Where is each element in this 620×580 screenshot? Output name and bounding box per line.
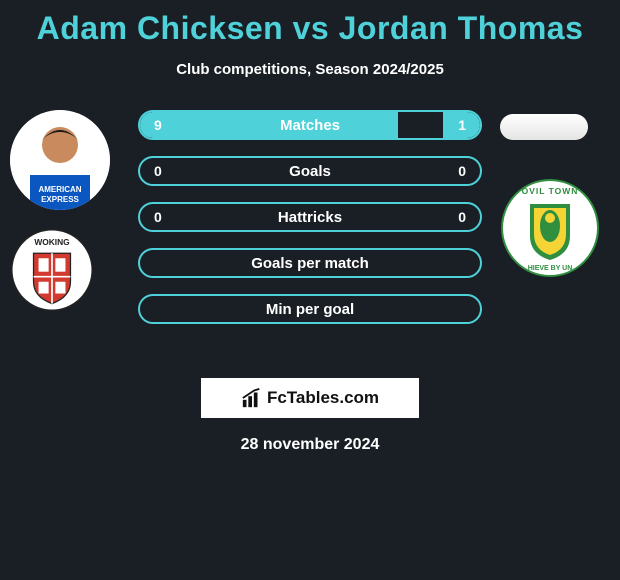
svg-text:EXPRESS: EXPRESS bbox=[41, 195, 79, 204]
subtitle: Club competitions, Season 2024/2025 bbox=[0, 61, 620, 78]
stat-label: Goals per match bbox=[140, 255, 480, 272]
stat-label: Goals bbox=[140, 163, 480, 180]
stat-value-right: 1 bbox=[458, 117, 466, 133]
player-left-column: AMERICAN EXPRESS WOKING bbox=[10, 110, 110, 312]
svg-text:OVIL TOWN: OVIL TOWN bbox=[522, 186, 579, 196]
player-left-photo: AMERICAN EXPRESS bbox=[10, 110, 110, 210]
svg-text:AMERICAN: AMERICAN bbox=[38, 185, 81, 194]
compare-area: AMERICAN EXPRESS WOKING bbox=[0, 110, 620, 370]
stat-value-left: 0 bbox=[154, 163, 162, 179]
stat-value-right: 0 bbox=[458, 163, 466, 179]
stat-value-left: 9 bbox=[154, 117, 162, 133]
player-right-photo-placeholder bbox=[500, 114, 588, 140]
player-left-club-badge: WOKING bbox=[10, 228, 94, 312]
svg-text:WOKING: WOKING bbox=[34, 237, 69, 247]
page-title: Adam Chicksen vs Jordan Thomas bbox=[0, 0, 620, 47]
fctables-label: FcTables.com bbox=[267, 388, 379, 408]
player-right-club-badge: OVIL TOWN HIEVE BY UN bbox=[500, 178, 600, 278]
svg-text:HIEVE BY UN: HIEVE BY UN bbox=[528, 265, 573, 272]
stat-rows: Matches91Goals00Hattricks00Goals per mat… bbox=[138, 110, 482, 340]
stat-row: Hattricks0 0 bbox=[138, 202, 482, 232]
stat-row: Goals0 0 bbox=[138, 156, 482, 186]
stat-label: Min per goal bbox=[140, 301, 480, 318]
stat-label: Hattricks bbox=[140, 209, 480, 226]
chart-icon bbox=[241, 387, 263, 409]
fctables-badge: FcTables.com bbox=[201, 378, 419, 418]
stat-value-left: 0 bbox=[154, 209, 162, 225]
player-right-column: OVIL TOWN HIEVE BY UN bbox=[500, 110, 600, 278]
stat-row: Matches9 1 bbox=[138, 110, 482, 140]
stat-value-right: 0 bbox=[458, 209, 466, 225]
stat-row: Goals per match bbox=[138, 248, 482, 278]
stat-label: Matches bbox=[140, 117, 480, 134]
stat-row: Min per goal bbox=[138, 294, 482, 324]
date-label: 28 november 2024 bbox=[0, 436, 620, 454]
